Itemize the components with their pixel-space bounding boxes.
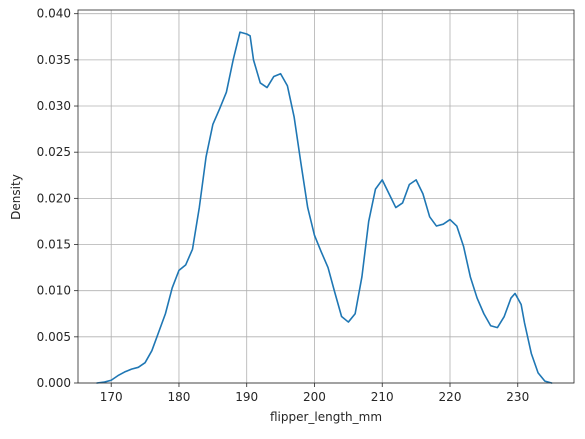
x-tick-label: 170 [100,390,123,404]
x-axis-label: flipper_length_mm [270,410,382,424]
y-tick-label: 0.035 [37,53,71,67]
y-tick-label: 0.010 [37,284,71,298]
x-tick-label: 200 [303,390,326,404]
x-tick-label: 210 [371,390,394,404]
grid [78,10,574,384]
y-tick-label: 0.015 [37,238,71,252]
x-tick-label: 220 [439,390,462,404]
y-tick-label: 0.005 [37,330,71,344]
y-tick-label: 0.030 [37,99,71,113]
y-axis-label: Density [9,174,23,220]
y-tick-label: 0.020 [37,191,71,205]
y-tick-label: 0.000 [37,376,71,390]
x-tick-label: 180 [168,390,191,404]
y-tick-label: 0.040 [37,7,71,21]
y-tick-label: 0.025 [37,145,71,159]
plot-frame [77,9,575,384]
density-line [96,31,553,384]
x-tick-label: 230 [506,390,529,404]
tick-labels: 170 180 190 200 210 220 230 0.000 0.005 0.010 0.01… [37,7,530,404]
x-tick-label: 190 [235,390,258,404]
axes [74,9,575,387]
series-layer [96,31,553,384]
